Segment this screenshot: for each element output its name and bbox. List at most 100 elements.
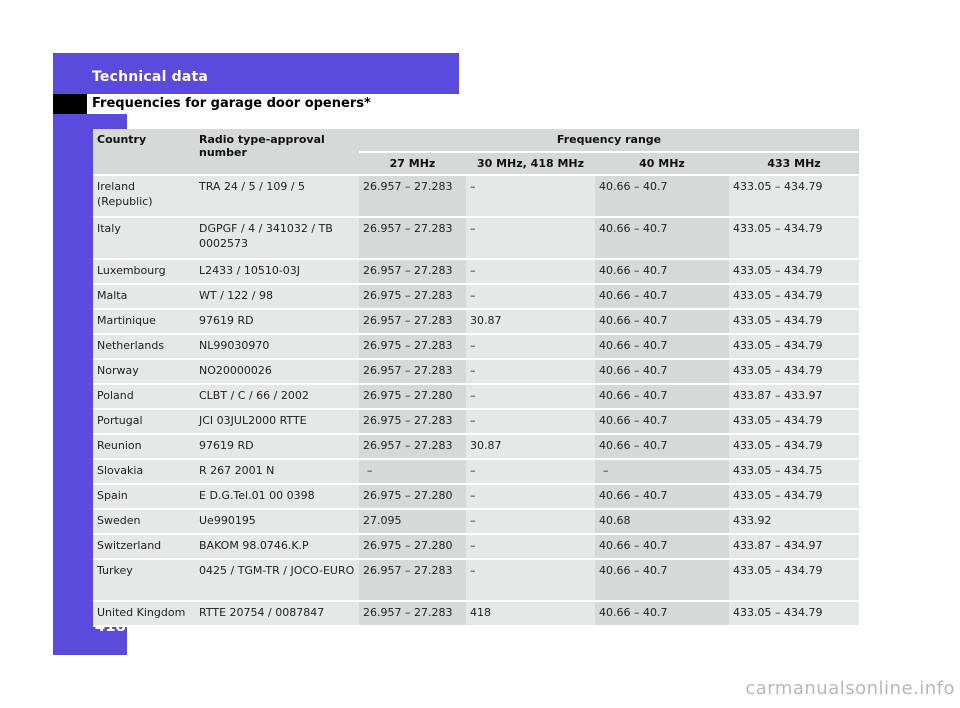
- cell-27mhz: –: [359, 460, 466, 485]
- header-country: Country: [93, 129, 195, 176]
- table-row: Turkey 0425 / TGM-TR / JOCO-EURO 26.957 …: [93, 560, 860, 602]
- cell-cert: BAKOM 98.0746.K.P: [195, 535, 359, 560]
- header-band: [53, 53, 459, 94]
- cell-27mhz: 26.957 – 27.283: [359, 435, 466, 460]
- cell-40mhz: 40.66 – 40.7: [595, 560, 729, 602]
- cell-country: Poland: [93, 385, 195, 410]
- table-row: Spain E D.G.Tel.01 00 0398 26.975 – 27.2…: [93, 485, 860, 510]
- cell-country: Spain: [93, 485, 195, 510]
- watermark: carmanualsonline.info: [745, 678, 955, 699]
- cell-cert: WT / 122 / 98: [195, 285, 359, 310]
- cell-40mhz: 40.68: [595, 510, 729, 535]
- cell-27mhz: 26.975 – 27.283: [359, 410, 466, 435]
- cell-433mhz: 433.05 – 434.79: [729, 435, 860, 460]
- cell-30mhz: –: [466, 385, 595, 410]
- cell-country: Turkey: [93, 560, 195, 602]
- cell-cert: 97619 RD: [195, 310, 359, 335]
- table-row: Malta WT / 122 / 98 26.975 – 27.283 – 40…: [93, 285, 860, 310]
- cell-27mhz: 26.957 – 27.283: [359, 260, 466, 285]
- cell-433mhz: 433.05 – 434.79: [729, 602, 860, 627]
- cell-30mhz: –: [466, 218, 595, 260]
- header-40mhz: 40 MHz: [595, 153, 729, 176]
- cell-27mhz: 26.975 – 27.280: [359, 485, 466, 510]
- table-row: Italy DGPGF / 4 / 341032 / TB 0002573 26…: [93, 218, 860, 260]
- cell-cert: JCI 03JUL2000 RTTE: [195, 410, 359, 435]
- cell-40mhz: 40.66 – 40.7: [595, 176, 729, 218]
- cell-40mhz: 40.66 – 40.7: [595, 435, 729, 460]
- cell-433mhz: 433.05 – 434.79: [729, 310, 860, 335]
- cell-40mhz: 40.66 – 40.7: [595, 218, 729, 260]
- cell-30mhz: –: [466, 410, 595, 435]
- cell-433mhz: 433.05 – 434.79: [729, 360, 860, 385]
- cell-27mhz: 26.975 – 27.283: [359, 285, 466, 310]
- cell-cert: DGPGF / 4 / 341032 / TB 0002573: [195, 218, 359, 260]
- table-row: Ireland (Republic) TRA 24 / 5 / 109 / 5 …: [93, 176, 860, 218]
- cell-433mhz: 433.92: [729, 510, 860, 535]
- cell-433mhz: 433.05 – 434.79: [729, 410, 860, 435]
- table-row: United Kingdom RTTE 20754 / 0087847 26.9…: [93, 602, 860, 627]
- cell-cert: NO20000026: [195, 360, 359, 385]
- cell-433mhz: 433.05 – 434.79: [729, 260, 860, 285]
- cell-cert: TRA 24 / 5 / 109 / 5: [195, 176, 359, 218]
- cell-country: Sweden: [93, 510, 195, 535]
- cell-40mhz: 40.66 – 40.7: [595, 260, 729, 285]
- cell-40mhz: 40.66 – 40.7: [595, 410, 729, 435]
- cell-country: Norway: [93, 360, 195, 385]
- cell-40mhz: 40.66 – 40.7: [595, 285, 729, 310]
- table-row: Norway NO20000026 26.957 – 27.283 – 40.6…: [93, 360, 860, 385]
- cell-country: United Kingdom: [93, 602, 195, 627]
- cell-40mhz: –: [595, 460, 729, 485]
- cell-433mhz: 433.05 – 434.79: [729, 560, 860, 602]
- cell-cert: E D.G.Tel.01 00 0398: [195, 485, 359, 510]
- cell-27mhz: 26.975 – 27.283: [359, 335, 466, 360]
- header-30mhz: 30 MHz, 418 MHz: [466, 153, 595, 176]
- cell-30mhz: –: [466, 260, 595, 285]
- cell-country: Portugal: [93, 410, 195, 435]
- table-row: Sweden Ue990195 27.095 – 40.68 433.92: [93, 510, 860, 535]
- table-row: Martinique 97619 RD 26.957 – 27.283 30.8…: [93, 310, 860, 335]
- cell-cert: Ue990195: [195, 510, 359, 535]
- section-title: Technical data: [92, 69, 209, 85]
- cell-433mhz: 433.05 – 434.79: [729, 176, 860, 218]
- cell-30mhz: –: [466, 535, 595, 560]
- cell-30mhz: –: [466, 460, 595, 485]
- cell-30mhz: –: [466, 176, 595, 218]
- cell-27mhz: 26.957 – 27.283: [359, 560, 466, 602]
- cell-40mhz: 40.66 – 40.7: [595, 385, 729, 410]
- cell-27mhz: 26.957 – 27.283: [359, 310, 466, 335]
- cell-30mhz: –: [466, 560, 595, 602]
- cell-30mhz: –: [466, 285, 595, 310]
- cell-country: Italy: [93, 218, 195, 260]
- cell-27mhz: 26.957 – 27.283: [359, 360, 466, 385]
- cell-country: Martinique: [93, 310, 195, 335]
- cell-30mhz: –: [466, 485, 595, 510]
- cell-country: Netherlands: [93, 335, 195, 360]
- cell-country: Switzerland: [93, 535, 195, 560]
- table-row: Switzerland BAKOM 98.0746.K.P 26.975 – 2…: [93, 535, 860, 560]
- cell-433mhz: 433.87 – 433.97: [729, 385, 860, 410]
- table-row: Luxembourg L2433 / 10510-03J 26.957 – 27…: [93, 260, 860, 285]
- cell-433mhz: 433.05 – 434.79: [729, 285, 860, 310]
- header-433mhz: 433 MHz: [729, 153, 860, 176]
- cell-433mhz: 433.05 – 434.79: [729, 335, 860, 360]
- table-row: Slovakia R 267 2001 N – – – 433.05 – 434…: [93, 460, 860, 485]
- cell-30mhz: 418: [466, 602, 595, 627]
- cell-27mhz: 26.975 – 27.280: [359, 535, 466, 560]
- header-frequency-range: Frequency range: [359, 129, 860, 153]
- cell-27mhz: 26.957 – 27.283: [359, 602, 466, 627]
- table-row: Portugal JCI 03JUL2000 RTTE 26.975 – 27.…: [93, 410, 860, 435]
- cell-country: Reunion: [93, 435, 195, 460]
- cell-40mhz: 40.66 – 40.7: [595, 310, 729, 335]
- cell-30mhz: 30.87: [466, 310, 595, 335]
- cell-27mhz: 26.957 – 27.283: [359, 218, 466, 260]
- cell-cert: R 267 2001 N: [195, 460, 359, 485]
- cell-cert: CLBT / C / 66 / 2002: [195, 385, 359, 410]
- cell-27mhz: 26.975 – 27.280: [359, 385, 466, 410]
- page-subtitle: Frequencies for garage door openers*: [92, 96, 371, 111]
- cell-cert: L2433 / 10510-03J: [195, 260, 359, 285]
- cell-country: Ireland (Republic): [93, 176, 195, 218]
- cell-country: Malta: [93, 285, 195, 310]
- cell-40mhz: 40.66 – 40.7: [595, 485, 729, 510]
- cell-cert: 97619 RD: [195, 435, 359, 460]
- cell-40mhz: 40.66 – 40.7: [595, 335, 729, 360]
